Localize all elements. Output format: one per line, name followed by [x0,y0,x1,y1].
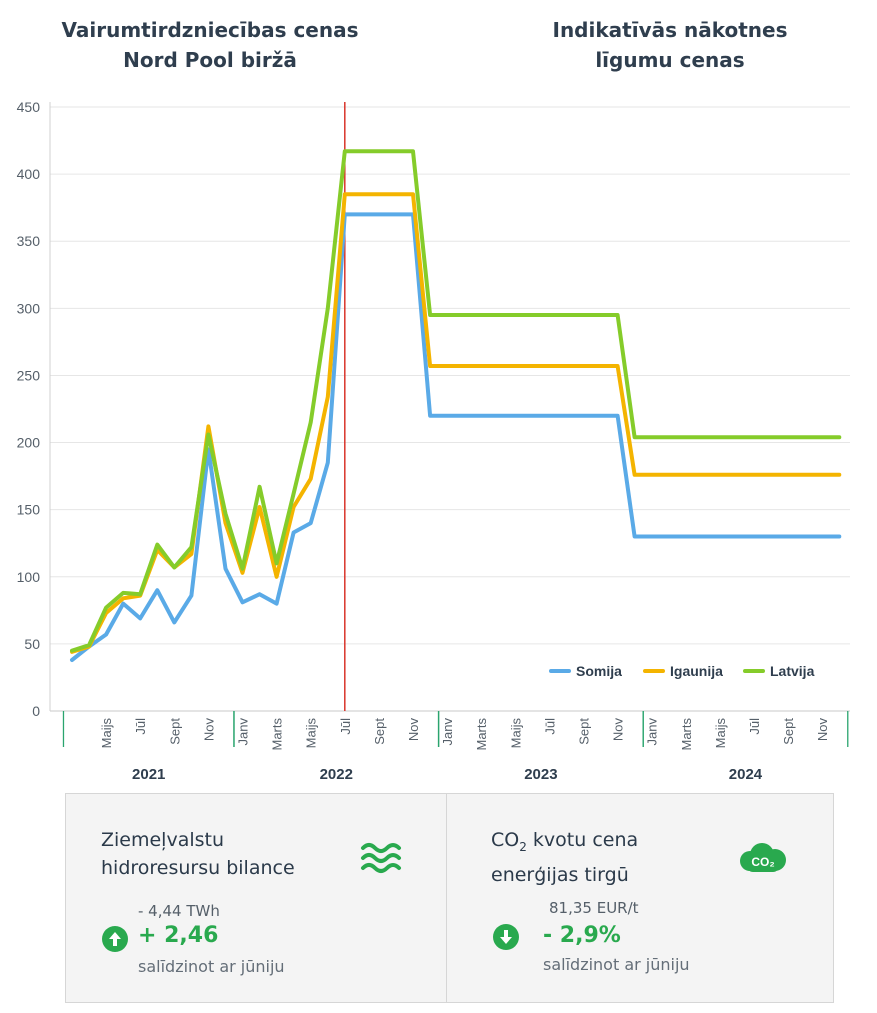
month-tick-label: Maijs [713,718,728,749]
legend-label: Latvija [770,663,815,679]
year-label: 2021 [132,766,165,783]
co2-title-line1: CO2 kvotu cena [491,826,638,861]
y-tick-label: 150 [17,502,41,518]
co2-change-value: - 2,9% [543,923,621,948]
month-tick-label: Jūl [542,718,557,735]
co2-cloud-icon: CO₂ [740,843,786,872]
hydro-title-line1: Ziemeļvalstu [101,829,225,851]
series-line-latvija [70,149,842,653]
futures-heading-line2: līgumu cenas [595,48,745,72]
historical-prices-heading: Vairumtirdzniecības cenas Nord Pool birž… [40,15,380,75]
y-tick-label: 400 [17,166,41,182]
historical-heading-line1: Vairumtirdzniecības cenas [61,18,359,42]
co2-card-title: CO2 kvotu cena enerģijas tirgū [491,826,638,889]
hydro-sub-value: - 4,44 TWh [138,902,220,920]
month-tick-label: Nov [201,718,216,742]
price-line-chart: 0 50 100 150 200 250 300 350 400 450 2021 2022 2023 2… [17,99,850,783]
co2-price-card: CO2 kvotu cena enerģijas tirgū CO₂ 81,35… [446,793,834,1003]
month-tick-label: Janv [440,718,455,746]
co2-sub-value: 81,35 EUR/t [549,899,639,917]
y-tick-label: 100 [17,569,41,585]
y-tick-label: 0 [32,703,40,719]
month-tick-label: Jūl [338,718,353,735]
month-tick-label: Marts [270,718,285,751]
month-tick-label: Janv [236,718,251,746]
y-tick-label: 450 [17,99,41,115]
month-tick-label: Jūl [747,718,762,735]
historical-heading-line2: Nord Pool biržā [123,48,297,72]
co2-title-subscript: 2 [519,839,527,854]
year-label: 2022 [320,766,353,783]
arrow-up-icon [102,926,128,952]
month-tick-label: Nov [815,718,830,742]
y-tick-label: 200 [17,435,41,451]
month-tick-label: Sept [167,718,182,745]
co2-title-suffix: kvotu cena [526,829,639,851]
y-tick-label: 50 [24,636,40,652]
y-tick-label: 250 [17,367,41,383]
month-tick-label: Sept [781,718,796,745]
year-label: 2024 [729,766,763,783]
legend-label: Igaunija [670,663,723,679]
month-tick-label: Nov [406,718,421,742]
co2-icon-label: CO₂ [751,855,774,869]
month-tick-label: Janv [645,718,660,746]
futures-prices-heading: Indikatīvās nākotnes līgumu cenas [490,15,850,75]
co2-title-line2: enerģijas tirgū [491,863,629,886]
series-line-somija [70,212,842,662]
month-tick-label: Maijs [508,718,523,749]
co2-title-prefix: CO [491,829,520,851]
month-tick-label: Nov [611,718,626,742]
month-tick-label: Maijs [99,718,114,749]
month-tick-label: Sept [372,718,387,745]
hydro-comparison-note: salīdzinot ar jūniju [138,957,285,976]
month-tick-label: Sept [577,718,592,745]
y-tick-label: 350 [17,233,41,249]
series-line-igaunija [70,192,842,654]
hydro-title-line2: hidroresursu bilance [101,857,295,879]
month-tick-label: Marts [474,718,489,751]
arrow-down-icon [493,924,519,950]
futures-heading-line1: Indikatīvās nākotnes [552,18,788,42]
year-label: 2023 [524,766,557,783]
hydro-change-value: + 2,46 [138,923,219,948]
hydro-balance-card: Ziemeļvalstu hidroresursu bilance - 4,44… [65,793,447,1003]
month-tick-label: Jūl [133,718,148,735]
y-tick-label: 300 [17,300,41,316]
hydro-card-title: Ziemeļvalstu hidroresursu bilance [101,826,295,882]
co2-comparison-note: salīdzinot ar jūniju [543,955,690,974]
month-tick-label: Marts [679,718,694,751]
waves-icon [361,843,401,873]
legend-label: Somija [576,663,622,679]
month-tick-label: Maijs [304,718,319,749]
